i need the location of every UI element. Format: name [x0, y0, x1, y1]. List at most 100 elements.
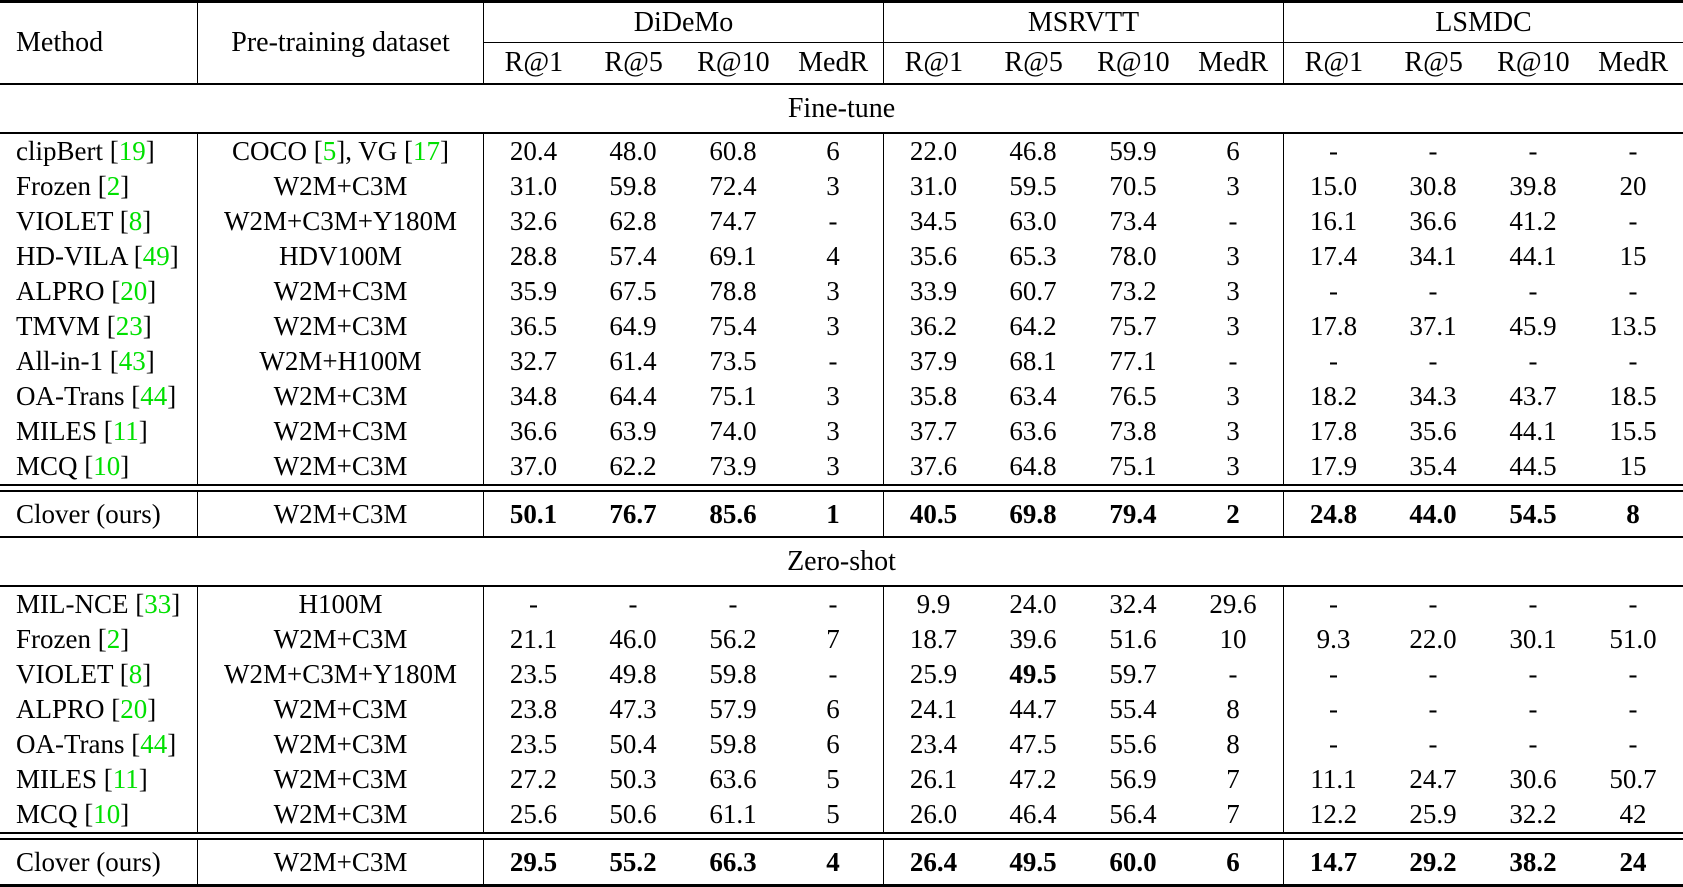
- method-cell: MILES [11]: [16, 416, 148, 446]
- value-cell: 74.7: [709, 206, 757, 236]
- value-cell: 9.3: [1283, 622, 1383, 657]
- value-cell: 15: [1619, 451, 1647, 481]
- value-cell: 26.4: [883, 840, 983, 884]
- value-cell: 50.1: [483, 492, 583, 536]
- value-cell: -: [828, 659, 838, 689]
- section-label-zero-shot: Zero-shot: [787, 545, 896, 577]
- value-cell: 50.4: [609, 729, 657, 759]
- value-cell: 64.2: [1009, 311, 1057, 341]
- citation-number: 2: [106, 171, 121, 201]
- value-cell: 7: [1226, 764, 1240, 794]
- value-cell: 50.7: [1609, 764, 1657, 794]
- value-cell: -: [1528, 136, 1538, 166]
- group-header-didemo: DiDeMo R@1 R@5 R@10 MedR: [483, 3, 883, 83]
- metric-header-row: R@1 R@5 R@10 MedR: [484, 43, 883, 83]
- table-row-ours: Clover (ours) W2M+C3M 29.5 55.2 66.3 4 26.4 49.…: [0, 840, 1683, 884]
- value-cell: -: [1428, 136, 1438, 166]
- value-cell: 57.4: [609, 241, 657, 271]
- value-cell: 3: [826, 311, 840, 341]
- value-cell: 5: [826, 764, 840, 794]
- table-row: OA-Trans [44] W2M+C3M 34.8 64.4 75.1 3 35.8 63.…: [0, 379, 1683, 414]
- value-cell: 21.1: [483, 622, 583, 657]
- value-cell: -: [1528, 694, 1538, 724]
- citation-number: 33: [144, 589, 172, 619]
- value-cell: -: [828, 589, 838, 619]
- pretrain-cell: W2M+C3M+Y180M: [197, 204, 483, 239]
- value-cell: -: [1228, 206, 1238, 236]
- value-cell: 78.0: [1109, 241, 1157, 271]
- bottom-rule: [0, 884, 1683, 887]
- metric-header: R@5: [1004, 47, 1063, 78]
- value-cell: 3: [1226, 171, 1240, 201]
- value-cell: 61.4: [609, 346, 657, 376]
- value-cell: 37.0: [483, 449, 583, 484]
- value-cell: 73.4: [1109, 206, 1157, 236]
- value-cell: 40.5: [883, 492, 983, 536]
- value-cell: 30.6: [1509, 764, 1557, 794]
- value-cell: 9.9: [883, 587, 983, 622]
- value-cell: 39.6: [1009, 624, 1057, 654]
- section-rule: [0, 536, 1683, 538]
- value-cell: 74.0: [709, 416, 757, 446]
- citation-number: 20: [120, 694, 148, 724]
- value-cell: 60.7: [1009, 276, 1057, 306]
- value-cell: 46.4: [1009, 799, 1057, 829]
- value-cell: 46.8: [1009, 136, 1057, 166]
- value-cell: 32.7: [483, 344, 583, 379]
- method-cell: OA-Trans [44]: [16, 729, 177, 759]
- value-cell: 22.0: [1409, 624, 1457, 654]
- value-cell: 55.4: [1109, 694, 1157, 724]
- value-cell: -: [1283, 727, 1383, 762]
- value-cell: 69.8: [1009, 498, 1057, 529]
- table-header: Method Pre-training dataset DiDeMo R@1 R@5…: [0, 3, 1683, 83]
- value-cell: 11.1: [1283, 762, 1383, 797]
- method-cell: ALPRO [20]: [16, 694, 157, 724]
- value-cell: 44.7: [1009, 694, 1057, 724]
- method-cell: clipBert [19]: [16, 136, 155, 166]
- table-row: OA-Trans [44] W2M+C3M 23.5 50.4 59.8 6 23.4 47.…: [0, 727, 1683, 762]
- value-cell: 8: [1626, 498, 1640, 529]
- value-cell: 3: [1226, 381, 1240, 411]
- method-cell: HD-VILA [49]: [16, 241, 179, 271]
- citation-number: 44: [140, 729, 168, 759]
- table-row: ALPRO [20] W2M+C3M 35.9 67.5 78.8 3 33.9 60.7 73…: [0, 274, 1683, 309]
- value-cell: 8: [1226, 694, 1240, 724]
- value-cell: 4: [826, 241, 840, 271]
- value-cell: 55.6: [1109, 729, 1157, 759]
- top-rule: [0, 0, 1683, 3]
- pretrain-cell: W2M+C3M: [197, 692, 483, 727]
- value-cell: 28.8: [483, 239, 583, 274]
- column-header-pretrain: Pre-training dataset: [197, 3, 483, 83]
- value-cell: 59.7: [1109, 659, 1157, 689]
- value-cell: 47.5: [1009, 729, 1057, 759]
- method-cell: MIL-NCE [33]: [16, 589, 181, 619]
- metric-header: R@10: [1097, 47, 1170, 78]
- section-label-fine-tune: Fine-tune: [787, 92, 896, 124]
- citation-number: 43: [118, 346, 146, 376]
- value-cell: -: [1228, 659, 1238, 689]
- pretrain-cell: W2M+C3M: [197, 274, 483, 309]
- value-cell: 64.8: [1009, 451, 1057, 481]
- metric-header: R@10: [697, 47, 770, 78]
- value-cell: -: [1528, 276, 1538, 306]
- value-cell: 23.5: [483, 727, 583, 762]
- value-cell: 59.8: [709, 729, 757, 759]
- value-cell: 31.0: [483, 169, 583, 204]
- citation-number: 23: [115, 311, 143, 341]
- value-cell: 17.8: [1283, 414, 1383, 449]
- value-cell: 56.2: [709, 624, 757, 654]
- value-cell: 3: [826, 451, 840, 481]
- pretrain-cell: W2M+C3M: [197, 492, 483, 536]
- value-cell: 68.1: [1009, 346, 1057, 376]
- metric-header: R@5: [1404, 47, 1463, 78]
- value-cell: 62.8: [609, 206, 657, 236]
- value-cell: 24.8: [1283, 492, 1383, 536]
- method-cell: Clover (ours): [16, 498, 161, 529]
- value-cell: 69.1: [709, 241, 757, 271]
- method-cell: Clover (ours): [16, 846, 161, 877]
- header-rule: [0, 83, 1683, 85]
- value-cell: -: [1428, 694, 1438, 724]
- table-row: MCQ [10] W2M+C3M 37.0 62.2 73.9 3 37.6 64.8 75.1…: [0, 449, 1683, 484]
- method-cell: ALPRO [20]: [16, 276, 157, 306]
- citation-number: 10: [93, 799, 121, 829]
